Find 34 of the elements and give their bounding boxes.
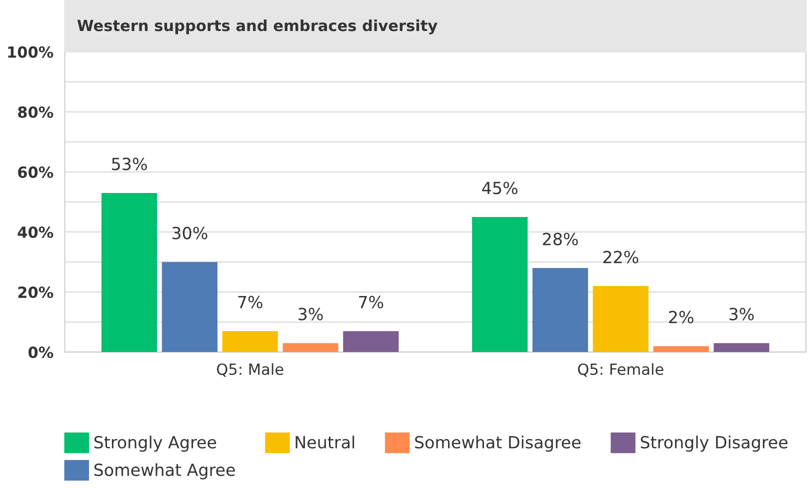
text: 28% [542, 232, 578, 246]
legend-label: Somewhat Agree [94, 463, 235, 480]
x-tick-label: Q5: Male [216, 363, 284, 377]
bar [532, 268, 588, 352]
bar [592, 286, 648, 352]
bar [101, 192, 158, 352]
legend-label: Strongly Agree [94, 436, 216, 452]
legend-label: Strongly Disagree [640, 436, 788, 452]
text: 7% [359, 296, 384, 308]
bar [653, 346, 709, 352]
text: 7% [238, 296, 262, 308]
chart-title: Western supports and embraces diversity [77, 19, 438, 34]
bar [714, 343, 770, 352]
x-tick-label: Q5: Female [578, 363, 664, 377]
y-tick-label: 80% [18, 106, 54, 118]
y-tick-label: 20% [18, 286, 54, 298]
legend-label: Somewhat Disagree [415, 436, 581, 452]
text: 3% [298, 308, 323, 320]
text: 30% [172, 226, 208, 240]
y-tick-label: 100% [8, 46, 54, 58]
text: 45% [482, 182, 518, 194]
bar [282, 343, 338, 352]
y-tick-label: 0% [28, 346, 54, 358]
bar [472, 216, 528, 352]
text: 22% [603, 250, 638, 264]
y-tick-label: 60% [18, 166, 54, 178]
bar [343, 331, 399, 352]
text: 3% [730, 308, 754, 320]
bar [222, 331, 278, 352]
text: 2% [669, 310, 694, 324]
bar [162, 262, 218, 352]
text: 53% [112, 158, 147, 170]
y-tick-label: 40% [18, 226, 54, 238]
legend-label: Neutral [296, 436, 354, 449]
